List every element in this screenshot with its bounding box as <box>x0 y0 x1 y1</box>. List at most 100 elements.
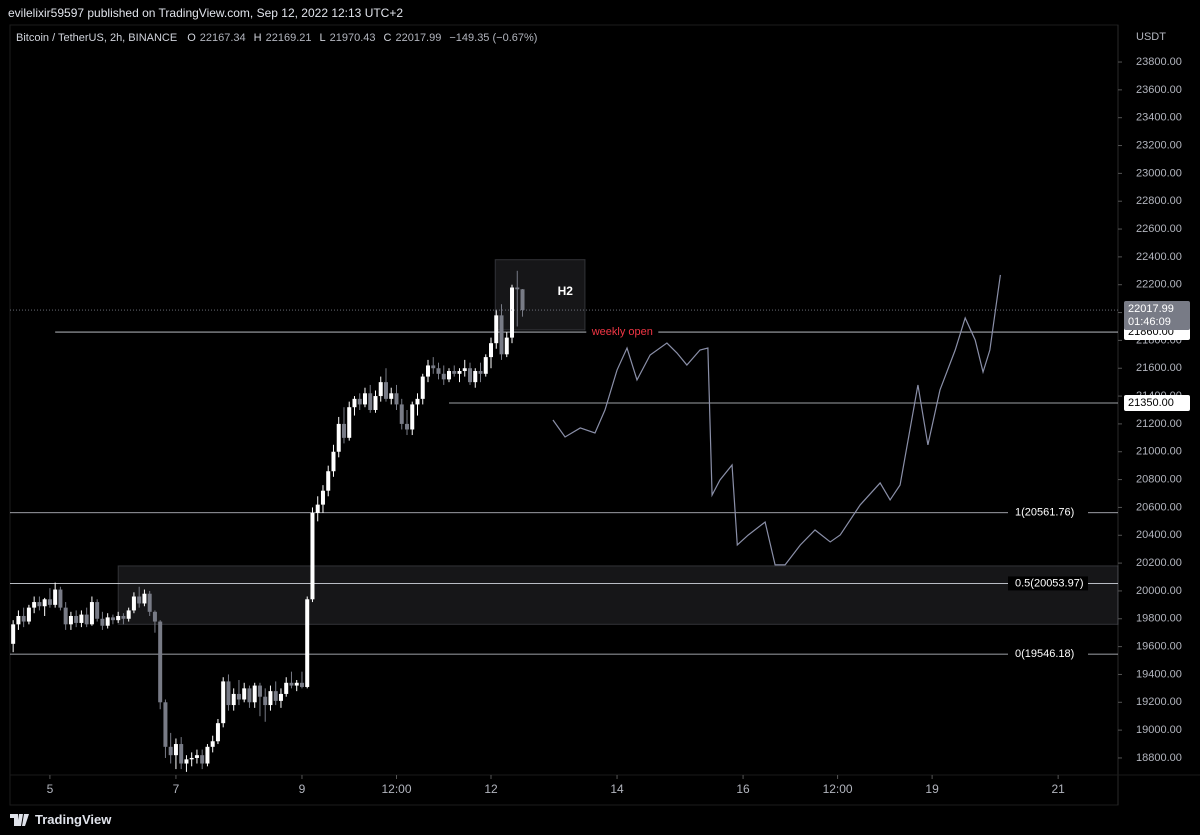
candle-body <box>116 615 121 621</box>
change: −149.35 (−0.67%) <box>449 32 538 44</box>
fib-label-bg <box>1008 647 1088 662</box>
y-tick-label: 19800.00 <box>1136 613 1182 625</box>
candle-body <box>184 759 189 764</box>
candle-body <box>520 289 525 311</box>
candle-body <box>21 615 26 622</box>
candle-body <box>446 371 451 380</box>
fib-label: 0.5(20053.97) <box>1015 577 1084 589</box>
y-tick-label: 19000.00 <box>1136 724 1182 736</box>
x-tick-label: 5 <box>47 782 54 796</box>
candle-body <box>63 607 68 625</box>
candle-body <box>305 599 310 687</box>
candle-body <box>147 593 152 612</box>
candle-body <box>452 371 457 374</box>
candle-body <box>294 682 299 686</box>
candle-body <box>142 593 147 604</box>
candle-body <box>252 685 257 703</box>
candle-body <box>58 589 63 608</box>
y-tick-label: 23200.00 <box>1136 139 1182 151</box>
candle-body <box>242 688 247 700</box>
candle-body <box>404 423 409 430</box>
y-tick-label: 20000.00 <box>1136 585 1182 597</box>
ohlc-letter: C <box>383 32 392 44</box>
candle-body <box>320 490 325 505</box>
candle-body <box>425 365 430 377</box>
candle-body <box>11 624 16 644</box>
price-tag-label: 21350.00 <box>1128 397 1174 409</box>
y-tick-label: 18800.00 <box>1136 752 1182 764</box>
line-name-bg <box>586 326 659 339</box>
candle-body <box>100 618 105 626</box>
candle-body <box>53 589 58 605</box>
candle-body <box>47 599 52 605</box>
publisher: evilelixir59597 published on TradingView… <box>8 6 404 20</box>
y-tick-label: 20800.00 <box>1136 473 1182 485</box>
x-tick-label: 12:00 <box>823 782 853 796</box>
x-tick-label: 12:00 <box>381 782 411 796</box>
y-tick-label: 19600.00 <box>1136 641 1182 653</box>
candle-body <box>221 681 226 724</box>
y-tick-label: 22200.00 <box>1136 279 1182 291</box>
candle-body <box>441 373 446 380</box>
candle-body <box>315 504 320 513</box>
candle-body <box>378 382 383 397</box>
x-tick-label: 14 <box>610 782 624 796</box>
y-tick-label: 22400.00 <box>1136 251 1182 263</box>
x-tick-label: 19 <box>925 782 939 796</box>
candle-body <box>257 685 262 697</box>
candle-body <box>89 602 94 625</box>
y-tick-label: 22800.00 <box>1136 195 1182 207</box>
candle-body <box>26 607 31 622</box>
candle-body <box>168 746 173 756</box>
candle-body <box>231 693 236 706</box>
y-tick-label: 21200.00 <box>1136 418 1182 430</box>
candle-body <box>137 596 142 604</box>
candle-body <box>489 343 494 358</box>
zone-label: H2 <box>558 284 574 298</box>
projection <box>552 274 1001 566</box>
zone <box>117 565 1119 625</box>
ohlc-letter: L <box>319 32 326 44</box>
x-tick-label: 9 <box>299 782 306 796</box>
fib-label-bg <box>1008 505 1088 520</box>
y-tick-label: 20200.00 <box>1136 557 1182 569</box>
candle-body <box>37 602 42 607</box>
candle-body <box>194 755 199 758</box>
candle-body <box>457 371 462 374</box>
candle-body <box>478 371 483 374</box>
candle-body <box>84 614 89 625</box>
candle-body <box>205 746 210 764</box>
candle-body <box>362 393 367 405</box>
last-price-label: 22017.99 <box>1128 303 1174 315</box>
candle-body <box>74 615 79 623</box>
candle-body <box>268 691 273 706</box>
price-tag <box>1124 395 1190 412</box>
candle-body <box>263 696 268 706</box>
fib-label-bg <box>1008 576 1088 591</box>
footer: TradingView <box>10 812 111 827</box>
candle-body <box>341 423 346 438</box>
close-value: 22017.99 <box>395 32 442 44</box>
high-value: 22169.21 <box>265 32 312 44</box>
candle-body <box>278 693 283 701</box>
y-tick-label: 23000.00 <box>1136 167 1182 179</box>
candle-body <box>173 744 178 756</box>
y-tick-label: 20600.00 <box>1136 501 1182 513</box>
candle-body <box>215 723 220 742</box>
candle-body <box>510 287 515 338</box>
line-name: weekly open <box>591 326 653 338</box>
candle-body <box>68 615 73 625</box>
candle-body <box>373 396 378 410</box>
axis-unit: USDT <box>1136 31 1166 43</box>
candle-body <box>247 688 252 703</box>
candle-body <box>95 602 100 619</box>
brand: TradingView <box>35 812 112 827</box>
last-price-tag <box>1124 301 1190 331</box>
fib-label: 1(20561.76) <box>1015 507 1074 519</box>
candle-body <box>163 702 168 747</box>
candle-body <box>473 371 478 383</box>
candle-body <box>210 741 215 747</box>
candle-body <box>420 376 425 399</box>
y-tick-label: 21600.00 <box>1136 362 1182 374</box>
candle-body <box>105 617 110 626</box>
